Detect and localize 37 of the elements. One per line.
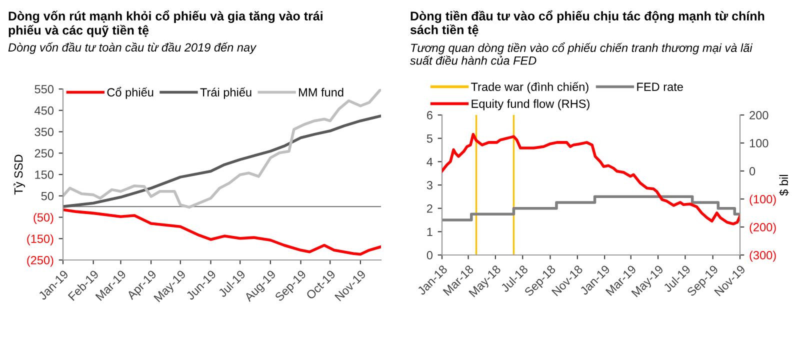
line-series (63, 114, 381, 208)
legend-label: MM fund (299, 88, 344, 97)
y2-tick-label: 100 (750, 139, 768, 148)
y-tick-label: 2 (427, 204, 432, 213)
legend-label: Trái phiếu (200, 87, 252, 99)
legend-label: Trade war (đình chiến) (471, 82, 588, 94)
chart-title: Dòng tiền đầu tư vào cổ phiếu chịu tác động mạnh từ chính sách tiền tệ (410, 10, 764, 36)
chart-subtitle: Dòng vốn đầu tư toàn cầu từ đầu 2019 đến nay (8, 42, 257, 54)
chart-subtitle: Tương quan dòng tiền vào cổ phiếu chiến tranh thương mại và lãi suất điều hành của FED (410, 42, 753, 65)
y-tick-label: 3 (426, 181, 432, 190)
legend-label: Cổ phiếu (107, 86, 154, 99)
line-series (442, 132, 740, 226)
y-tick-label: (50) (34, 212, 54, 224)
line-series (63, 208, 381, 256)
y-axis-title: Tỷ SSD (14, 154, 26, 195)
y-tick-label: 4 (426, 158, 433, 166)
y-tick-label: 150 (35, 170, 54, 179)
legend-label: Equity fund flow (RHS) (472, 99, 590, 110)
y-tick-label: 550 (34, 85, 54, 94)
y2-tick-label: (100) (750, 194, 776, 206)
y-tick-label: 1 (427, 228, 432, 236)
y-tick-label: (150) (27, 234, 54, 246)
y-tick-label: 5 (426, 134, 432, 143)
legend-label: FED rate (637, 82, 683, 92)
y-tick-label: 6 (427, 111, 432, 120)
y2-tick-label: 0 (749, 167, 756, 176)
y2-tick-label: (200) (750, 222, 776, 234)
y-tick-label: 450 (34, 106, 54, 115)
y2-axis-title: $ bil (779, 174, 789, 196)
chart-title: Dòng vốn rút mạnh khỏi cổ phiếu và gia tăng vào trái phiếu và các quỹ tiền tệ (8, 10, 322, 38)
y-tick-label: 350 (34, 128, 54, 136)
y2-tick-label: 200 (750, 111, 768, 120)
y-tick-label: 50 (41, 192, 54, 200)
y-tick-label: 250 (34, 149, 54, 158)
y2-tick-label: (300) (750, 250, 776, 262)
y-tick-label: 0 (426, 251, 433, 260)
y-tick-label: (250) (27, 256, 54, 267)
